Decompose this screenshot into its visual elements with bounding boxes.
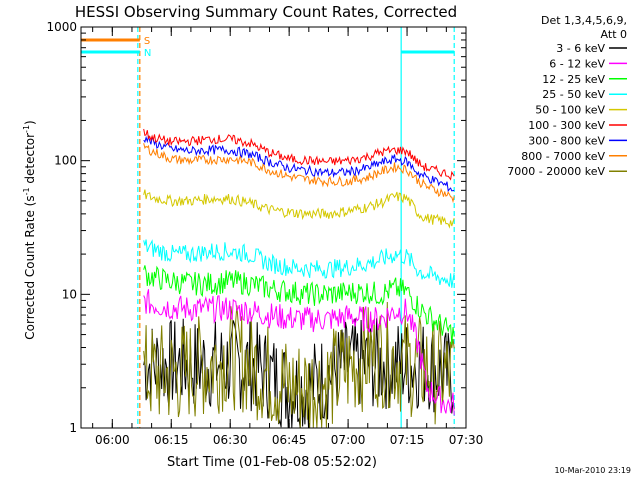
flag-letter-n: N: [144, 48, 151, 59]
series-100-300-kev: [143, 128, 455, 181]
legend-entry-label: 50 - 100 keV: [535, 104, 605, 117]
legend-header-line: Det 1,3,4,5,6,9,: [541, 14, 627, 27]
x-tick-label: 06:30: [213, 433, 248, 447]
series-6-12-kev: [143, 289, 455, 416]
flag-bars: SN: [81, 36, 455, 59]
series-3-6-kev: [143, 318, 455, 429]
flag-letter-s: S: [144, 36, 150, 47]
x-tick-label: 07:30: [449, 433, 484, 447]
plot-frame: [80, 26, 467, 429]
y-tick-label: 1: [69, 421, 77, 435]
legend-entry-label: 3 - 6 keV: [556, 42, 605, 55]
series-25-50-kev: [143, 239, 455, 288]
series-12-25-kev: [143, 265, 455, 345]
legend-entry-label: 12 - 25 keV: [542, 73, 605, 86]
date-stamp: 10-Mar-2010 23:19: [555, 466, 632, 475]
y-tick-label: 10: [62, 287, 77, 301]
legend-entry-label: 100 - 300 keV: [528, 119, 605, 132]
series-800-7000-kev: [143, 143, 455, 204]
legend-entry-label: 6 - 12 keV: [549, 57, 605, 70]
chart-title: HESSI Observing Summary Count Rates, Cor…: [75, 3, 457, 21]
series-7000-20000-kev: [143, 301, 455, 429]
x-axis-label: Start Time (01-Feb-08 05:52:02): [167, 455, 377, 470]
legend-entry-label: 7000 - 20000 keV: [507, 165, 605, 178]
x-tick-label: 06:15: [154, 433, 189, 447]
x-tick-label: 06:00: [95, 433, 130, 447]
x-tick-label: 06:45: [272, 433, 307, 447]
x-tick-label: 07:00: [331, 433, 366, 447]
y-axis-label: Corrected Count Rate (s-1 detector-1): [22, 120, 37, 339]
series-300-800-kev: [143, 134, 455, 193]
legend-header-line: Att 0: [601, 28, 627, 41]
series-layer: [143, 128, 455, 429]
y-tick-label: 100: [54, 154, 77, 168]
legend-entry-label: 300 - 800 keV: [528, 134, 605, 147]
legend: Det 1,3,4,5,6,9,Att 03 - 6 keV 6 - 12 keV…: [507, 14, 627, 178]
series-50-100-kev: [143, 189, 455, 229]
axes: 1 10 100 1000 06:00 06:15 06:30 06:45 07:00 07:15…: [46, 20, 483, 447]
x-tick-label: 07:15: [390, 433, 425, 447]
legend-entry-label: 25 - 50 keV: [542, 88, 605, 101]
y-tick-label: 1000: [46, 20, 77, 34]
legend-entry-label: 800 - 7000 keV: [521, 150, 605, 163]
